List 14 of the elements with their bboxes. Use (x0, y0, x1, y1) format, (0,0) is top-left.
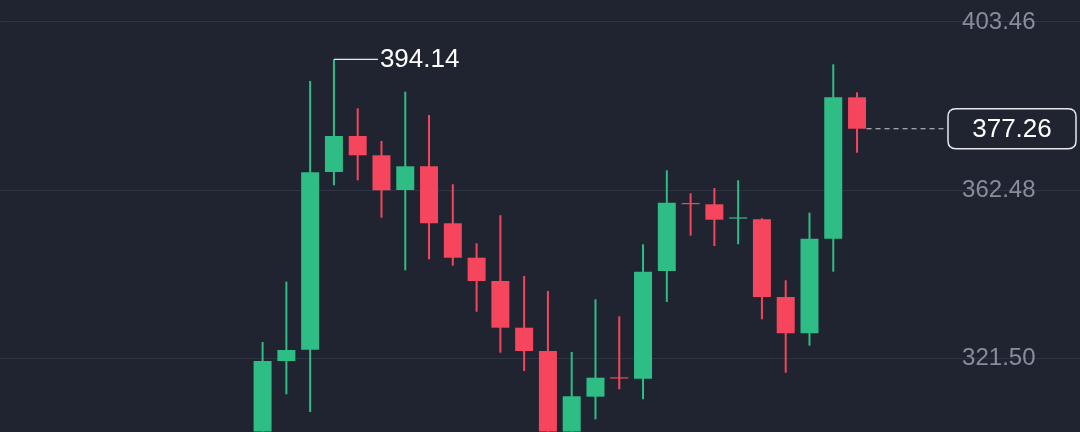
candlestick (348, 107, 367, 182)
y-tick-label: 321.50 (962, 343, 1036, 371)
ref-line-label: 377.26 (972, 112, 1052, 143)
candlestick (705, 186, 724, 247)
candlestick (586, 298, 605, 421)
candlestick (277, 280, 296, 396)
y-tick-label: 362.48 (962, 175, 1036, 202)
candlestick (610, 315, 629, 391)
candlestick (729, 179, 748, 246)
candlestick (396, 90, 415, 272)
y-tick-label: 403.46 (962, 6, 1036, 34)
annotation: 394.14 (379, 43, 460, 74)
candlestick (515, 275, 534, 372)
candlestick (467, 242, 486, 313)
